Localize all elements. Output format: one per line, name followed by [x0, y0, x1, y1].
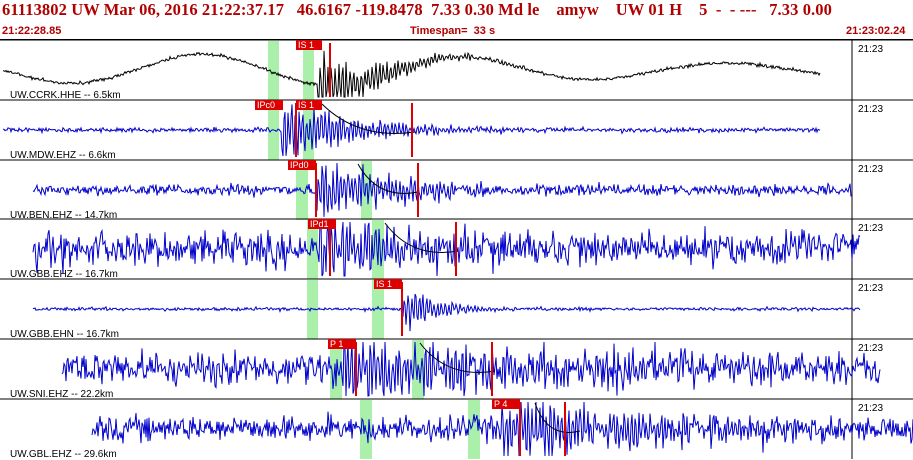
pick-label: P 4	[494, 399, 507, 409]
channel-label: UW.MDW.EHZ -- 6.6km	[10, 150, 116, 161]
window-band	[303, 41, 314, 100]
coda-fit-curve	[384, 222, 459, 253]
coda-fit-curve	[321, 103, 416, 134]
pick-label: P 1	[330, 339, 343, 349]
pick-label-box[interactable]	[296, 100, 322, 110]
row-time-label: 21:23	[858, 44, 883, 55]
row-time-label: 21:23	[858, 343, 883, 354]
channel-row[interactable]: P 1 UW.SNI.EHZ -- 22.2km 21:23	[0, 338, 913, 400]
waveform-trace	[32, 293, 861, 332]
event-header-title: 61113802 UW Mar 06, 2016 21:22:37.17 46.…	[2, 0, 832, 19]
timespan-label: Timespan= 33 s	[410, 25, 496, 37]
channel-row[interactable]: IS 1 UW.CCRK.HHE -- 6.5km 21:23	[0, 39, 913, 101]
row-time-label: 21:23	[858, 104, 883, 115]
pick-label-box[interactable]	[308, 219, 336, 229]
channel-label: UW.CCRK.HHE -- 6.5km	[10, 90, 121, 101]
pick-label: IS 1	[298, 40, 314, 50]
pick-label-box[interactable]	[255, 100, 283, 110]
row-time-label: 21:23	[858, 164, 883, 175]
channel-label: UW.BEN.EHZ -- 14.7km	[10, 210, 117, 221]
window-band	[361, 161, 372, 220]
channel-label: UW.GBL.EHZ -- 29.6km	[10, 449, 117, 460]
waveform-trace	[61, 341, 881, 397]
channel-label: UW.SNI.EHZ -- 22.2km	[10, 389, 113, 400]
channel-label: UW.GBB.EHZ -- 16.7km	[10, 269, 118, 280]
window-band	[468, 400, 480, 459]
channel-label: UW.GBB.EHN -- 16.7km	[10, 329, 119, 340]
pick-label-box[interactable]	[288, 160, 316, 170]
pick-label: IPd1	[310, 219, 329, 229]
waveform-trace	[32, 221, 861, 277]
channel-row[interactable]: IPd0 UW.BEN.EHZ -- 14.7km 21:23	[0, 159, 913, 221]
row-time-label: 21:23	[858, 403, 883, 414]
channel-row[interactable]: IPc0 IS 1 UW.MDW.EHZ -- 6.6km 21:23	[0, 99, 913, 161]
coda-fit-curve	[357, 163, 419, 194]
window-band	[372, 280, 384, 339]
pick-label: IPc0	[257, 100, 275, 110]
window-band	[307, 280, 318, 339]
pick-label: IS 1	[376, 279, 392, 289]
pick-label-box[interactable]	[374, 279, 402, 289]
waveform-trace	[32, 162, 852, 217]
start-time-label: 21:22:28.85	[2, 25, 62, 37]
pick-label: IPd0	[290, 160, 309, 170]
end-time-label: 21:23:02.24	[846, 25, 906, 37]
row-time-label: 21:23	[858, 223, 883, 234]
channel-row[interactable]: P 4 UW.GBL.EHZ -- 29.6km 21:23	[0, 398, 913, 460]
channel-row[interactable]: IS 1 UW.GBB.EHN -- 16.7km 21:23	[0, 278, 913, 340]
waveform-trace	[91, 401, 913, 457]
window-band	[268, 41, 279, 100]
row-time-label: 21:23	[858, 283, 883, 294]
coda-fit-curve	[419, 342, 496, 373]
pick-label-box[interactable]	[492, 399, 520, 409]
pick-label-box[interactable]	[296, 40, 322, 50]
coda-fit-curve	[534, 402, 581, 433]
pick-label: IS 1	[298, 100, 314, 110]
waveform-trace	[2, 50, 821, 98]
channel-row[interactable]: IPd1 UW.GBB.EHZ -- 16.7km 21:23	[0, 218, 913, 280]
window-band	[303, 101, 314, 160]
pick-label-box[interactable]	[328, 339, 356, 349]
